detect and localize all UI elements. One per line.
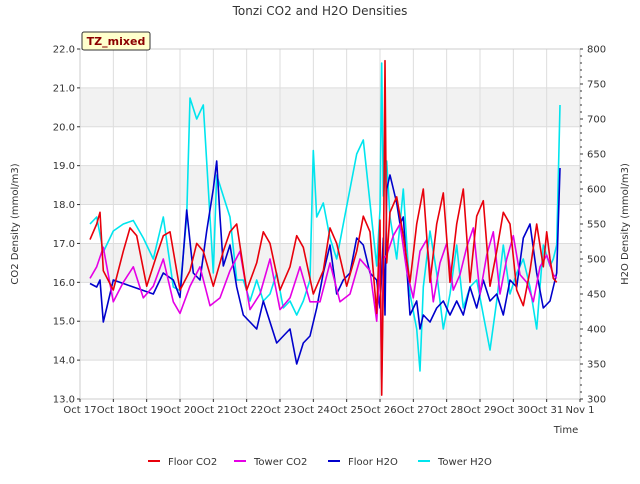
y-right-tick-label: 700 bbox=[587, 115, 606, 126]
y-left-tick-label: 18.0 bbox=[53, 200, 75, 211]
y-left-tick-label: 20.0 bbox=[53, 122, 75, 133]
x-tick-label: Oct 18 bbox=[97, 405, 130, 416]
x-tick-label: Oct 24 bbox=[297, 405, 330, 416]
x-tick-label: Oct 19 bbox=[130, 405, 163, 416]
legend: Floor CO2 Tower CO2 Floor H2O Tower H2O bbox=[148, 457, 492, 468]
y-left-tick-label: 16.0 bbox=[53, 278, 75, 289]
background-band bbox=[80, 321, 580, 361]
y-left-tick-label: 17.0 bbox=[53, 239, 75, 250]
x-tick-label: Oct 20 bbox=[163, 405, 196, 416]
x-tick-label: Oct 30 bbox=[497, 405, 530, 416]
x-tick-label: Oct 25 bbox=[330, 405, 363, 416]
series-line-tower-h2o bbox=[89, 62, 561, 372]
y-axis-title-right: H2O Density (mmol/m3) bbox=[620, 163, 631, 285]
x-tick-label: Oct 26 bbox=[363, 405, 396, 416]
series-line-floor-h2o bbox=[89, 160, 561, 365]
y-axis-title-left: CO2 Density (mmol/m3) bbox=[10, 163, 21, 284]
x-tick-label: Oct 17 bbox=[63, 405, 96, 416]
series-line-floor-co2 bbox=[89, 59, 558, 396]
legend-label: Floor CO2 bbox=[168, 457, 217, 468]
chart-title: Tonzi CO2 and H2O Densities bbox=[232, 4, 408, 18]
y-right-tick-label: 300 bbox=[587, 395, 606, 406]
series-line-tower-co2 bbox=[89, 223, 558, 381]
x-tick-label: Oct 21 bbox=[197, 405, 230, 416]
background-band bbox=[80, 165, 580, 205]
x-tick-label: Oct 29 bbox=[463, 405, 496, 416]
legend-label: Tower H2O bbox=[437, 457, 492, 468]
y-left-tick-label: 14.0 bbox=[53, 356, 75, 367]
y-left-tick-label: 19.0 bbox=[53, 161, 75, 172]
x-tick-label: Oct 31 bbox=[530, 405, 563, 416]
y-left-tick-label: 22.0 bbox=[53, 45, 75, 56]
y-right-tick-label: 600 bbox=[587, 185, 606, 196]
site-badge: TZ_mixed bbox=[81, 31, 151, 51]
x-axis-title: Time bbox=[553, 425, 578, 436]
y-right-tick-label: 350 bbox=[587, 360, 606, 371]
y-right-tick-label: 800 bbox=[587, 45, 606, 56]
background-bands bbox=[80, 87, 580, 361]
site-badge-box bbox=[81, 31, 151, 51]
x-tick-label: Oct 23 bbox=[263, 405, 296, 416]
background-band bbox=[80, 87, 580, 127]
y-left-tick-label: 13.0 bbox=[53, 395, 75, 406]
y-right-tick-label: 550 bbox=[587, 220, 606, 231]
y-right-tick-label: 750 bbox=[587, 80, 606, 91]
y-right-tick-label: 400 bbox=[587, 325, 606, 336]
x-tick-label: Nov 1 bbox=[565, 405, 594, 416]
x-tick-label: Oct 28 bbox=[430, 405, 463, 416]
y-right-tick-label: 650 bbox=[587, 150, 606, 161]
legend-label: Floor H2O bbox=[348, 457, 398, 468]
y-left-tick-label: 21.0 bbox=[53, 83, 75, 94]
y-right-tick-label: 500 bbox=[587, 255, 606, 266]
y-left-tick-label: 15.0 bbox=[53, 317, 75, 328]
x-tick-label: Oct 27 bbox=[397, 405, 430, 416]
legend-label: Tower CO2 bbox=[253, 457, 307, 468]
site-badge-label: TZ_mixed bbox=[87, 35, 146, 48]
y-right-tick-label: 450 bbox=[587, 290, 606, 301]
x-tick-label: Oct 22 bbox=[230, 405, 263, 416]
series-layer bbox=[89, 59, 561, 396]
axes: 13.0 14.0 15.0 16.0 17.0 18.0 19.0 20.0 21.0 22.0… bbox=[53, 45, 606, 417]
